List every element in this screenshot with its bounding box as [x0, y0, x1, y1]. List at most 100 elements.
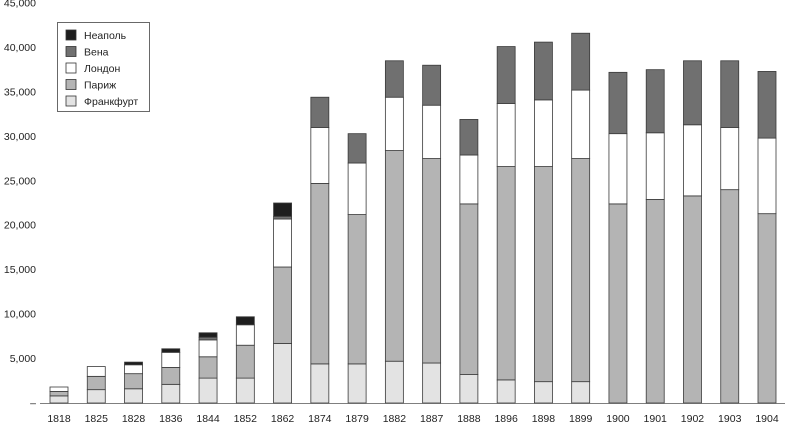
- bar-segment: [347, 162, 367, 215]
- bar-stack-1879: [347, 133, 367, 404]
- y-tick-label: 40,000: [4, 42, 36, 54]
- bar-segment: [273, 266, 292, 344]
- y-tick-label: 10,000: [4, 309, 36, 321]
- legend-label: Вена: [84, 47, 109, 59]
- bar-segment: [496, 103, 516, 167]
- y-tick-label: 25,000: [4, 175, 36, 187]
- bar-segment: [161, 367, 181, 385]
- bar-segment: [235, 377, 255, 404]
- legend-item: Неаполь: [65, 29, 127, 42]
- bar-stack-1828: [124, 361, 143, 404]
- bar-segment: [422, 158, 442, 364]
- x-tick-label: 1903: [718, 413, 742, 423]
- bar-segment: [384, 96, 404, 151]
- bar-segment: [310, 183, 330, 365]
- x-tick-label: 1888: [457, 413, 481, 423]
- bar-segment: [757, 213, 777, 404]
- bar-segment: [459, 119, 479, 156]
- bar-segment: [235, 324, 255, 346]
- x-tick-label: 1874: [308, 413, 332, 423]
- bar-segment: [757, 71, 777, 139]
- bar-segment: [422, 104, 442, 159]
- legend-item: Париж: [65, 79, 116, 92]
- legend-item: Вена: [65, 46, 109, 59]
- y-tick-label: –: [30, 398, 36, 410]
- bar-segment: [161, 348, 181, 353]
- y-tick-label: 5,000: [10, 353, 36, 365]
- bar-segment: [310, 96, 330, 128]
- bar-segment: [459, 154, 479, 205]
- bar-segment: [459, 203, 479, 375]
- bar-segment: [683, 195, 702, 404]
- bar-segment: [384, 150, 404, 362]
- x-tick-label: 1862: [271, 413, 295, 423]
- x-tick-label: 1836: [159, 413, 183, 423]
- x-tick-label: 1818: [47, 413, 71, 423]
- bar-segment: [608, 133, 628, 205]
- bar-segment: [124, 373, 143, 390]
- y-axis: – 5,000 10,000 15,000 20,000 25,000 30,000 35,0…: [4, 0, 36, 410]
- bar-segment: [161, 351, 181, 368]
- bar-stack-1887: [422, 64, 442, 404]
- bar-stack-1904: [757, 71, 777, 404]
- bar-segment: [384, 360, 404, 404]
- bar-segment: [86, 375, 106, 391]
- bar-segment: [198, 356, 218, 379]
- x-tick-label: 1844: [196, 413, 220, 423]
- legend-swatch: [65, 62, 77, 74]
- x-tick-label: 1887: [420, 413, 444, 423]
- bar-segment: [347, 133, 367, 164]
- bar-stack-1896: [496, 46, 516, 404]
- bar-segment: [496, 166, 516, 381]
- bar-segment: [235, 316, 255, 326]
- bar-segment: [459, 374, 479, 404]
- bar-stacks: [49, 32, 777, 404]
- x-tick-label: 1879: [345, 413, 369, 423]
- bar-segment: [645, 132, 665, 200]
- legend-item: Франкфурт: [65, 95, 138, 108]
- bar-stack-1818: [49, 386, 69, 404]
- x-tick-label: 1900: [606, 413, 630, 423]
- bar-segment: [534, 381, 553, 404]
- legend-swatch: [65, 79, 77, 90]
- x-tick-label: 1852: [234, 413, 258, 423]
- bar-segment: [273, 343, 292, 404]
- bar-segment: [161, 383, 181, 404]
- x-tick-label: 1825: [85, 413, 109, 423]
- x-axis: 1818 1825 1828 1836 1844 1852 1862 1874 1879 1882…: [40, 403, 785, 423]
- bar-segment: [273, 218, 292, 268]
- legend: Неаполь Вена Лондон Париж Франкфурт: [57, 22, 150, 112]
- bar-segment: [198, 332, 218, 338]
- x-tick-label: 1901: [644, 413, 668, 423]
- bar-segment: [347, 363, 367, 404]
- bar-segment: [310, 127, 330, 184]
- bar-stack-1874: [310, 96, 330, 404]
- bar-segment: [198, 336, 218, 341]
- bar-stack-1882: [384, 60, 404, 404]
- legend-label: Париж: [84, 80, 116, 92]
- bar-segment: [720, 189, 740, 404]
- bar-segment: [198, 339, 218, 358]
- bar-segment: [49, 395, 69, 404]
- bar-segment: [534, 41, 553, 101]
- bar-stack-1898: [534, 41, 553, 404]
- bar-segment: [683, 124, 702, 197]
- bar-segment: [86, 389, 106, 404]
- y-tick-label: 20,000: [4, 220, 36, 232]
- bar-segment: [49, 391, 69, 397]
- bar-segment: [608, 203, 628, 404]
- y-tick-label: 30,000: [4, 131, 36, 143]
- bar-stack-1900: [608, 71, 628, 404]
- x-tick-label: 1898: [532, 413, 556, 423]
- bar-segment: [422, 64, 442, 106]
- bar-segment: [422, 362, 442, 404]
- legend-swatch: [65, 29, 77, 41]
- y-tick-label: 45,000: [4, 0, 36, 10]
- x-tick-label: 1904: [755, 413, 779, 423]
- legend-label: Франкфурт: [84, 96, 138, 108]
- bar-segment: [273, 202, 292, 217]
- bar-segment: [496, 379, 516, 404]
- bar-segment: [235, 344, 255, 379]
- bar-stack-1836: [161, 348, 181, 404]
- x-tick-label: 1902: [681, 413, 705, 423]
